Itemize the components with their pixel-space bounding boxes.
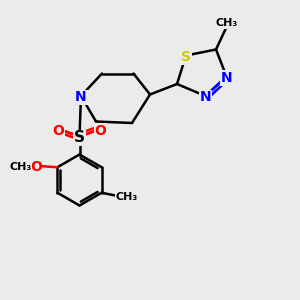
Text: N: N <box>75 91 87 104</box>
Text: N: N <box>221 71 232 85</box>
Text: O: O <box>94 124 106 137</box>
Text: CH₃: CH₃ <box>9 162 32 172</box>
Text: N: N <box>200 91 211 104</box>
Text: O: O <box>52 124 64 137</box>
Text: S: S <box>181 50 191 64</box>
Text: CH₃: CH₃ <box>215 19 238 28</box>
Text: S: S <box>74 130 85 146</box>
Text: O: O <box>30 160 42 174</box>
Text: CH₃: CH₃ <box>116 192 138 202</box>
